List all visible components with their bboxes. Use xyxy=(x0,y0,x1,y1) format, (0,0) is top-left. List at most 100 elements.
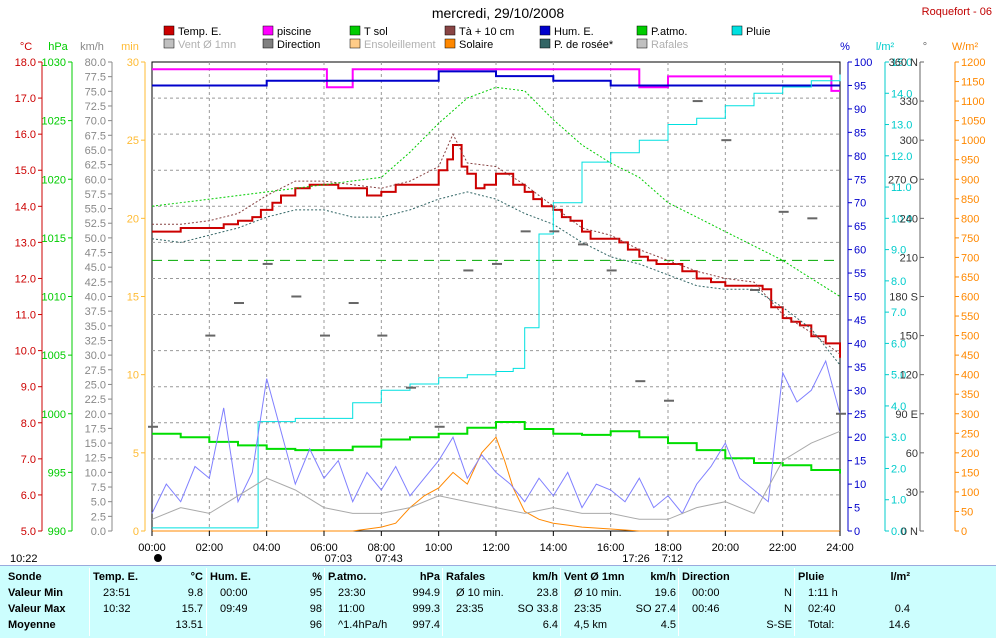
stats-col-title: Hum. E. xyxy=(210,571,251,583)
axis-dir-label: 330 xyxy=(900,96,918,108)
axis-sun-unit: min xyxy=(121,41,139,53)
direction-mark xyxy=(836,412,846,415)
axis-wind-label: 52.5 xyxy=(85,218,106,230)
series-t-sol xyxy=(151,86,841,297)
direction-mark xyxy=(578,243,588,246)
direction-mark xyxy=(262,262,273,265)
axis-temp-label: 15.0 xyxy=(15,165,36,177)
axis-dir-label: 270 O xyxy=(888,174,918,186)
stats-cell-time: 00:00 xyxy=(692,587,720,599)
direction-mark xyxy=(721,139,732,142)
stats-col-3: Rafales km/h Ø 10 min. 23.8 23:35 SO 33.8 6.4 xyxy=(446,569,558,633)
stats-col-unit: l/m² xyxy=(890,571,910,583)
stats-cell-time: 09:49 xyxy=(220,603,248,615)
axis-solar-label: 600 xyxy=(961,292,979,304)
legend-swatch xyxy=(539,38,551,49)
direction-mark xyxy=(664,399,674,402)
sunset-label: 17:26 xyxy=(622,553,650,565)
stats-cell-row: 23:30 994.9 xyxy=(328,585,440,601)
axis-dir-label: 120 xyxy=(900,370,918,382)
stats-panel: Sonde Valeur Min Valeur Max Moyenne Temp. E.… xyxy=(0,565,996,638)
legend-label: Temp. E. xyxy=(178,26,221,38)
axis-dir-label: 180 S xyxy=(889,292,918,304)
stats-col-unit: °C xyxy=(190,571,203,583)
axis-temp-label: 12.0 xyxy=(15,273,36,285)
stats-cell-row: 10:32 15.7 xyxy=(93,601,203,617)
axis-press-label: 995 xyxy=(48,467,66,479)
stats-cell-time: 10:32 xyxy=(103,603,131,615)
axis-wind-label: 0.0 xyxy=(91,526,106,538)
axis-sun-label: 5 xyxy=(133,448,139,460)
stats-cell-row: 13.51 xyxy=(93,617,203,633)
axis-solar-label: 650 xyxy=(961,272,979,284)
legend-label: Rafales xyxy=(651,39,689,51)
axis-rain-label: 9.0 xyxy=(891,245,906,257)
legend-label: Hum. E. xyxy=(554,26,594,38)
axis-wind-label: 15.0 xyxy=(85,438,106,450)
axis-wind-label: 80.0 xyxy=(85,57,106,69)
axis-wind-label: 65.0 xyxy=(85,145,106,157)
axis-rain-unit: l/m² xyxy=(876,41,895,53)
stats-cell-value: 19.6 xyxy=(654,587,676,599)
stats-cell-time: 23:30 xyxy=(338,587,366,599)
axis-temp-label: 7.0 xyxy=(21,454,36,466)
axis-wind-label: 45.0 xyxy=(85,262,106,274)
axis-sun-label: 15 xyxy=(127,292,139,304)
stats-col-unit: km/h xyxy=(532,571,558,583)
stats-separator xyxy=(560,568,561,636)
axis-rain-label: 8.0 xyxy=(891,276,906,288)
stats-cell-value: SO 27.4 xyxy=(635,603,676,615)
axis-solar-label: 1000 xyxy=(961,135,985,147)
stats-cell-value: 13.51 xyxy=(175,619,203,631)
stats-cell-time: 00:46 xyxy=(692,603,720,615)
x-tick-label: 12:00 xyxy=(482,542,510,554)
direction-mark xyxy=(549,230,560,233)
axis-sun-label: 30 xyxy=(127,57,139,69)
axis-sun-label: 20 xyxy=(127,213,139,225)
axis-press-label: 1005 xyxy=(42,350,66,362)
axis-solar-label: 500 xyxy=(961,331,979,343)
stats-cell-row: Total: 14.6 xyxy=(798,617,910,633)
axis-wind-label: 75.0 xyxy=(85,86,106,98)
axis-wind-label: 37.5 xyxy=(85,306,106,318)
direction-mark xyxy=(406,386,416,389)
stats-cell-value: 9.8 xyxy=(187,587,203,599)
axis-wind-unit: km/h xyxy=(80,41,104,53)
stats-col-header: Hum. E.% xyxy=(210,569,322,585)
stats-labels: Sonde Valeur Min Valeur Max Moyenne xyxy=(8,569,86,633)
axis-wind-label: 77.5 xyxy=(85,72,106,84)
axis-solar-label: 850 xyxy=(961,194,979,206)
axis-temp-label: 14.0 xyxy=(15,201,36,213)
direction-mark xyxy=(692,100,703,103)
stats-cell-time: 11:00 xyxy=(338,603,365,615)
stats-cell-row: 09:49 98 xyxy=(210,601,322,617)
stats-row-label: Sonde xyxy=(8,571,42,583)
legend-swatch xyxy=(636,38,648,49)
axis-rain-label: 10.0 xyxy=(891,213,912,225)
direction-mark xyxy=(434,425,445,428)
stats-cell-row: 11:00 999.3 xyxy=(328,601,440,617)
axis-hum-label: 60 xyxy=(854,245,866,257)
stats-cell-row: 1:11 h xyxy=(798,585,910,601)
axis-solar-label: 400 xyxy=(961,370,979,382)
direction-mark xyxy=(205,334,216,337)
legend-swatch xyxy=(636,25,648,36)
stats-col-4: Vent Ø 1mn km/h Ø 10 min. 19.6 23:35 SO 27.4 4… xyxy=(564,569,676,633)
stats-cell-row: Ø 10 min. 19.6 xyxy=(564,585,676,601)
axis-press-label: 1015 xyxy=(42,233,66,245)
x-tick-label: 08:00 xyxy=(368,542,396,554)
x-tick-label: 02:00 xyxy=(196,542,224,554)
series-layer xyxy=(148,68,846,532)
axis-hum-label: 20 xyxy=(854,432,866,444)
stats-cell-time: 4,5 km xyxy=(574,619,608,631)
axis-temp-label: 10.0 xyxy=(15,346,36,358)
stats-col-title: Pluie xyxy=(798,571,825,583)
axis-rain-label: 13.0 xyxy=(891,120,912,132)
legend-label: Solaire xyxy=(459,39,493,51)
stats-cell-time: 23:35 xyxy=(456,603,484,615)
axis-wind-label: 62.5 xyxy=(85,160,106,172)
axis-wind-label: 50.0 xyxy=(85,233,106,245)
stats-col-header: Pluie l/m² xyxy=(798,569,910,585)
stats-col-header: Direction xyxy=(682,569,792,585)
stats-col-header: Rafales km/h xyxy=(446,569,558,585)
